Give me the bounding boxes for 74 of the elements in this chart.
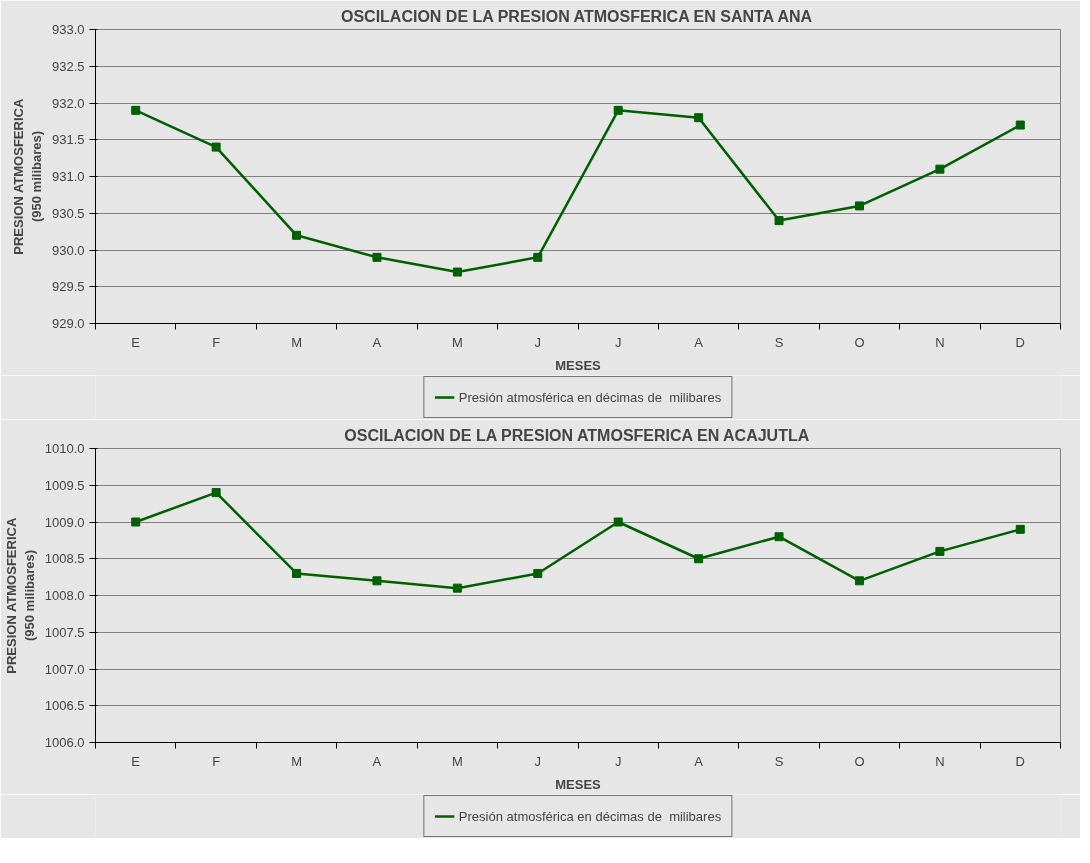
x-tick-label: A (372, 753, 382, 769)
y-tick-label: 1007.5 (44, 624, 85, 640)
y-tick-label: 931.0 (51, 169, 85, 184)
x-tick-label: J (534, 753, 542, 769)
x-tick-label: F (212, 753, 221, 769)
x-tick-label: S (774, 753, 784, 769)
y-tick-label: 932.5 (51, 58, 85, 74)
y-tick-label: 933.0 (51, 22, 85, 37)
point (613, 517, 623, 527)
point (452, 583, 462, 593)
x-tick-label: A (372, 334, 382, 350)
x-tick-label: M (451, 753, 463, 769)
x-tick-label: O (854, 753, 865, 769)
point (292, 568, 302, 578)
point (935, 164, 945, 174)
x-tick-label: A (694, 334, 704, 350)
x-tick-label: M (291, 753, 302, 769)
x-tick-label: E (131, 753, 141, 769)
x-tick-label: A (694, 753, 704, 769)
y-tick-label: 1006.5 (44, 698, 85, 714)
point (131, 517, 141, 527)
x-tick-label: O (854, 334, 865, 350)
y-tick-label: 1007.0 (44, 661, 85, 677)
point (1015, 120, 1025, 130)
point (774, 216, 784, 226)
x-tick-label: M (451, 334, 463, 350)
point (613, 105, 623, 115)
y-tick-label: 1009.5 (44, 477, 85, 493)
y-tick-label: 930.5 (51, 205, 85, 221)
chart-title: OSCILACION DE LA PRESION ATMOSFERICA EN SANTA ANA (340, 7, 813, 25)
y-axis-title: PRESION ATMOSFERICA (950 milibares) (3, 517, 37, 674)
x-tick-label: F (212, 334, 221, 350)
y-tick-label: 1006.0 (44, 735, 85, 750)
point (292, 230, 302, 240)
x-tick-label: M (291, 334, 302, 350)
point (533, 252, 543, 262)
y-tick-label: 1009.0 (44, 514, 85, 530)
x-tick-label: N (935, 334, 945, 350)
x-tick-label: D (1015, 334, 1025, 350)
point (854, 201, 864, 211)
point (935, 546, 945, 556)
x-tick-label: J (614, 753, 622, 769)
x-tick-label: E (131, 334, 141, 350)
y-tick-label: 1010.0 (44, 441, 85, 456)
point (694, 113, 704, 123)
point (372, 252, 382, 262)
y-tick-label: 932.0 (51, 95, 85, 111)
legend-label: Presión atmosférica en décimas de milibares (458, 389, 722, 405)
y-tick-label: 929.5 (51, 279, 85, 295)
point (211, 488, 221, 498)
point (372, 576, 382, 586)
point (854, 576, 864, 586)
point (694, 554, 704, 564)
point (774, 532, 784, 542)
x-tick-label: D (1015, 753, 1025, 769)
legend-label: Presión atmosférica en décimas de milibares (458, 808, 722, 824)
y-tick-label: 931.5 (51, 132, 85, 148)
y-tick-label: 930.0 (51, 242, 85, 258)
x-tick-label: J (614, 334, 622, 350)
x-axis-title: MESES (555, 776, 602, 792)
point (1015, 524, 1025, 534)
x-tick-label: S (774, 334, 784, 350)
x-tick-label: J (534, 334, 542, 350)
y-axis-title: PRESION ATMOSFERICA (950 milibares) (10, 98, 44, 255)
point (211, 142, 221, 152)
point (131, 105, 141, 115)
y-tick-label: 929.0 (51, 316, 85, 331)
point (533, 568, 543, 578)
chart-title: OSCILACION DE LA PRESION ATMOSFERICA EN ACAJUTLA (344, 426, 810, 444)
x-axis-title: MESES (555, 357, 602, 373)
point (452, 267, 462, 277)
y-tick-label: 1008.0 (44, 588, 85, 603)
x-tick-label: N (935, 753, 945, 769)
y-tick-label: 1008.5 (44, 551, 85, 567)
